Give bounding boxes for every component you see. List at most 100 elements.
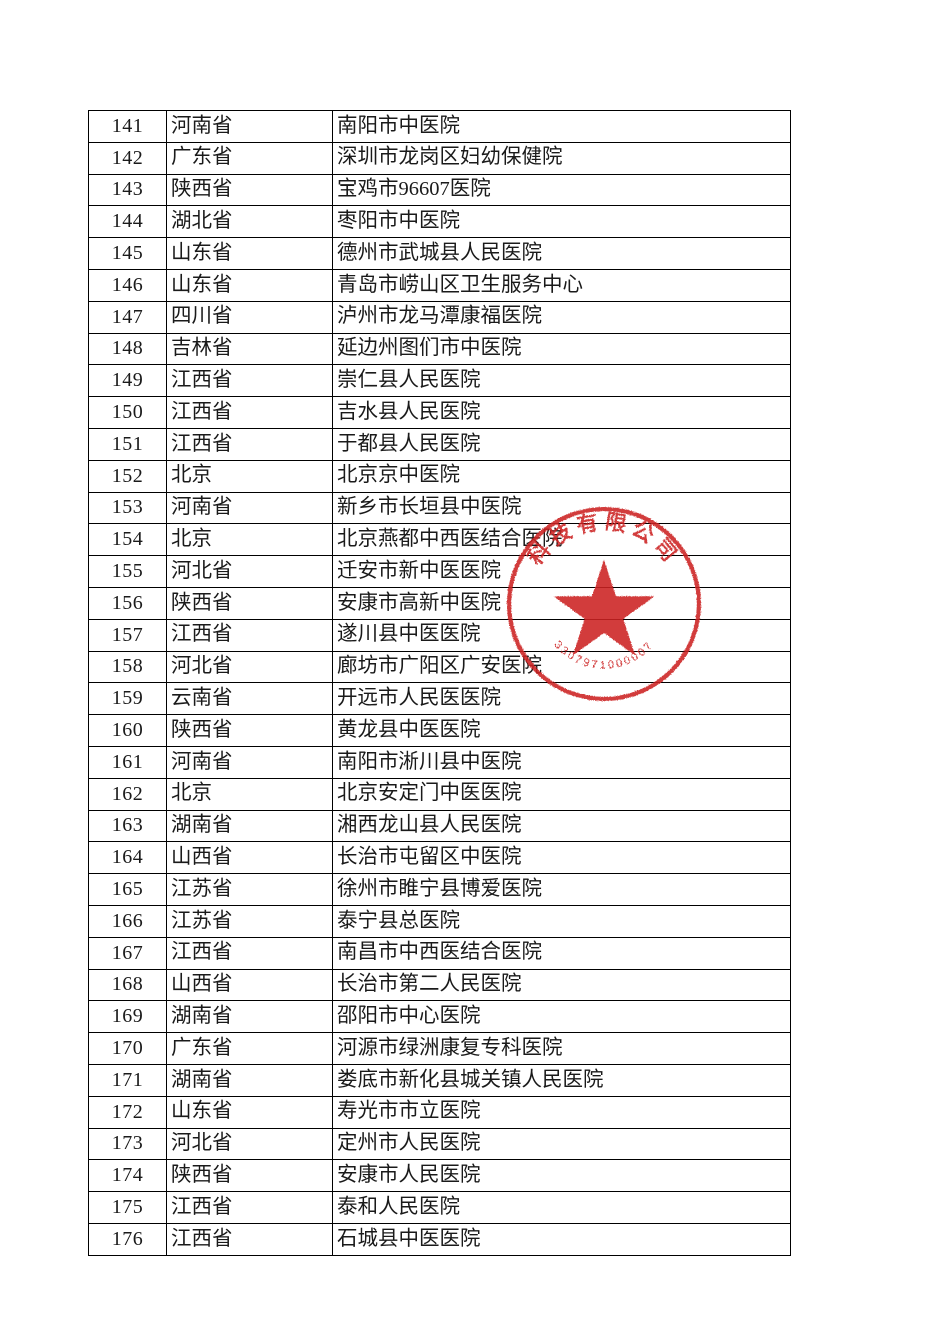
cell-province: 江西省 bbox=[166, 618, 333, 652]
table-row: 176 江西省 石城县中医医院 bbox=[88, 1222, 791, 1256]
cell-hospital-name: 安康市人民医院 bbox=[332, 1159, 791, 1193]
cell-hospital-name: 迁安市新中医医院 bbox=[332, 555, 791, 588]
cell-index: 162 bbox=[88, 777, 167, 811]
cell-index: 144 bbox=[88, 205, 167, 239]
cell-hospital-name: 开远市人民医医院 bbox=[332, 682, 791, 716]
table-row: 153 河南省 新乡市长垣县中医院 bbox=[88, 491, 791, 525]
cell-province: 江西省 bbox=[166, 427, 333, 461]
table-row: 161 河南省 南阳市淅川县中医院 bbox=[88, 745, 791, 779]
cell-hospital-name: 南阳市中医院 bbox=[332, 110, 791, 143]
cell-hospital-name: 宝鸡市96607医院 bbox=[332, 173, 791, 207]
cell-index: 154 bbox=[88, 523, 167, 557]
cell-hospital-name: 湘西龙山县人民医院 bbox=[332, 809, 791, 843]
cell-hospital-name: 黄龙县中医医院 bbox=[332, 714, 791, 747]
cell-index: 147 bbox=[88, 300, 167, 334]
cell-province: 吉林省 bbox=[166, 332, 333, 366]
table-row: 162 北京 北京安定门中医医院 bbox=[88, 777, 791, 811]
table-row: 142 广东省 深圳市龙岗区妇幼保健院 bbox=[88, 141, 791, 175]
table-row: 174 陕西省 安康市人民医院 bbox=[88, 1159, 791, 1193]
cell-index: 173 bbox=[88, 1127, 167, 1161]
cell-province: 广东省 bbox=[166, 141, 333, 175]
cell-province: 四川省 bbox=[166, 300, 333, 334]
cell-province: 江西省 bbox=[166, 364, 333, 398]
table-row: 155 河北省 迁安市新中医医院 bbox=[88, 555, 791, 588]
cell-hospital-name: 青岛市崂山区卫生服务中心 bbox=[332, 268, 791, 302]
cell-index: 165 bbox=[88, 873, 167, 906]
cell-hospital-name: 娄底市新化县城关镇人民医院 bbox=[332, 1063, 791, 1097]
table-row: 148 吉林省 延边州图们市中医院 bbox=[88, 332, 791, 366]
table-row: 151 江西省 于都县人民医院 bbox=[88, 427, 791, 461]
cell-hospital-name: 枣阳市中医院 bbox=[332, 205, 791, 239]
cell-hospital-name: 廊坊市广阳区广安医院 bbox=[332, 650, 791, 684]
table-row: 167 江西省 南昌市中西医结合医院 bbox=[88, 936, 791, 970]
table-row: 149 江西省 崇仁县人民医院 bbox=[88, 364, 791, 398]
cell-index: 170 bbox=[88, 1032, 167, 1065]
cell-province: 北京 bbox=[166, 459, 333, 493]
cell-hospital-name: 长治市屯留区中医院 bbox=[332, 841, 791, 875]
cell-index: 174 bbox=[88, 1159, 167, 1193]
cell-province: 北京 bbox=[166, 777, 333, 811]
table-row: 159 云南省 开远市人民医医院 bbox=[88, 682, 791, 716]
table-row: 175 江西省 泰和人民医院 bbox=[88, 1191, 791, 1224]
cell-hospital-name: 长治市第二人民医院 bbox=[332, 968, 791, 1002]
cell-province: 山东省 bbox=[166, 237, 333, 270]
cell-province: 江苏省 bbox=[166, 873, 333, 906]
cell-index: 156 bbox=[88, 586, 167, 620]
cell-index: 163 bbox=[88, 809, 167, 843]
cell-hospital-name: 北京燕都中西医结合医院 bbox=[332, 523, 791, 557]
cell-hospital-name: 遂川县中医医院 bbox=[332, 618, 791, 652]
cell-province: 北京 bbox=[166, 523, 333, 557]
cell-index: 148 bbox=[88, 332, 167, 366]
cell-index: 160 bbox=[88, 714, 167, 747]
cell-province: 江西省 bbox=[166, 1191, 333, 1224]
hospital-table-body: 141 河南省 南阳市中医院 142 广东省 深圳市龙岗区妇幼保健院 143 陕西省 宝鸡市96… bbox=[88, 110, 791, 1256]
cell-province: 河北省 bbox=[166, 555, 333, 588]
cell-index: 146 bbox=[88, 268, 167, 302]
table-row: 163 湖南省 湘西龙山县人民医院 bbox=[88, 809, 791, 843]
cell-province: 云南省 bbox=[166, 682, 333, 716]
table-row: 150 江西省 吉水县人民医院 bbox=[88, 396, 791, 429]
table-row: 164 山西省 长治市屯留区中医院 bbox=[88, 841, 791, 875]
table-row: 154 北京 北京燕都中西医结合医院 bbox=[88, 523, 791, 557]
cell-province: 河北省 bbox=[166, 650, 333, 684]
cell-index: 164 bbox=[88, 841, 167, 875]
cell-hospital-name: 徐州市睢宁县博爱医院 bbox=[332, 873, 791, 906]
cell-province: 山东省 bbox=[166, 1095, 333, 1129]
cell-hospital-name: 泰和人民医院 bbox=[332, 1191, 791, 1224]
cell-hospital-name: 泸州市龙马潭康福医院 bbox=[332, 300, 791, 334]
table-row: 169 湖南省 邵阳市中心医院 bbox=[88, 1000, 791, 1034]
cell-index: 143 bbox=[88, 173, 167, 207]
cell-index: 157 bbox=[88, 618, 167, 652]
cell-province: 河北省 bbox=[166, 1127, 333, 1161]
cell-hospital-name: 南昌市中西医结合医院 bbox=[332, 936, 791, 970]
cell-index: 161 bbox=[88, 745, 167, 779]
cell-province: 陕西省 bbox=[166, 714, 333, 747]
cell-province: 广东省 bbox=[166, 1032, 333, 1065]
table-row: 173 河北省 定州市人民医院 bbox=[88, 1127, 791, 1161]
cell-province: 陕西省 bbox=[166, 586, 333, 620]
cell-index: 172 bbox=[88, 1095, 167, 1129]
cell-hospital-name: 深圳市龙岗区妇幼保健院 bbox=[332, 141, 791, 175]
cell-province: 湖南省 bbox=[166, 1000, 333, 1034]
hospital-table-container: 141 河南省 南阳市中医院 142 广东省 深圳市龙岗区妇幼保健院 143 陕西省 宝鸡市96… bbox=[88, 110, 791, 1256]
cell-index: 150 bbox=[88, 396, 167, 429]
table-row: 143 陕西省 宝鸡市96607医院 bbox=[88, 173, 791, 207]
cell-index: 145 bbox=[88, 237, 167, 270]
table-row: 146 山东省 青岛市崂山区卫生服务中心 bbox=[88, 268, 791, 302]
cell-hospital-name: 安康市高新中医院 bbox=[332, 586, 791, 620]
cell-province: 山西省 bbox=[166, 841, 333, 875]
cell-hospital-name: 德州市武城县人民医院 bbox=[332, 237, 791, 270]
cell-hospital-name: 河源市绿洲康复专科医院 bbox=[332, 1032, 791, 1065]
table-row: 152 北京 北京京中医院 bbox=[88, 459, 791, 493]
cell-hospital-name: 新乡市长垣县中医院 bbox=[332, 491, 791, 525]
cell-hospital-name: 北京安定门中医医院 bbox=[332, 777, 791, 811]
cell-hospital-name: 南阳市淅川县中医院 bbox=[332, 745, 791, 779]
table-row: 144 湖北省 枣阳市中医院 bbox=[88, 205, 791, 239]
cell-hospital-name: 吉水县人民医院 bbox=[332, 396, 791, 429]
cell-province: 陕西省 bbox=[166, 1159, 333, 1193]
table-row: 168 山西省 长治市第二人民医院 bbox=[88, 968, 791, 1002]
cell-index: 158 bbox=[88, 650, 167, 684]
cell-province: 江西省 bbox=[166, 1222, 333, 1256]
table-row: 147 四川省 泸州市龙马潭康福医院 bbox=[88, 300, 791, 334]
